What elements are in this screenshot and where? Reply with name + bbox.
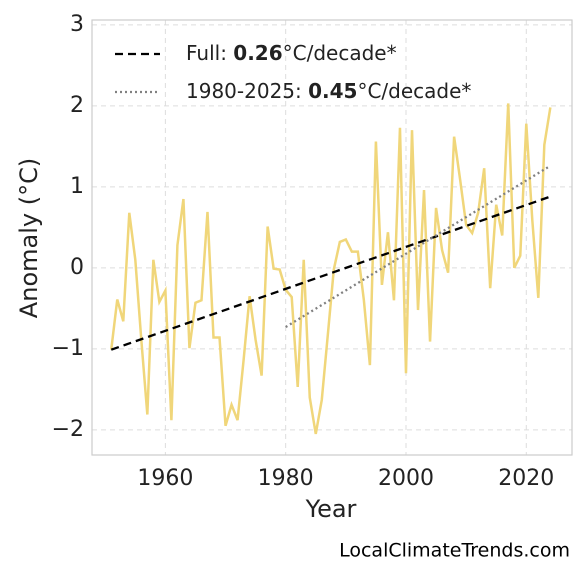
legend-text: 0.45 (308, 79, 357, 103)
y-tick-label: 1 (70, 174, 84, 199)
x-tick-label: 1960 (137, 466, 193, 491)
legend-text: °C/decade* (357, 79, 471, 103)
y-tick-label: 2 (70, 93, 84, 118)
legend-label: Full: 0.26°C/decade* (186, 41, 397, 65)
y-tick-label: 0 (70, 255, 84, 280)
data-line (110, 103, 552, 435)
y-tick-label: −2 (52, 417, 84, 442)
x-axis-label: Year (305, 495, 357, 523)
x-tick-label: 1980 (258, 466, 314, 491)
x-tick-label: 2000 (378, 466, 434, 491)
source-label: LocalClimateTrends.com (339, 540, 570, 562)
x-tick-label: 2020 (498, 466, 554, 491)
legend-text: 0.26 (233, 41, 282, 65)
y-tick-label: −1 (52, 336, 84, 361)
plot-frame (91, 19, 573, 456)
legend-text: 1980-2025: (186, 79, 308, 103)
trend-line (285, 164, 551, 328)
legend-label: 1980-2025: 0.45°C/decade* (186, 79, 471, 103)
legend-text: °C/decade* (283, 41, 397, 65)
y-axis-label: Anomaly (°C) (15, 158, 43, 318)
legend-text: Full: (186, 41, 233, 65)
y-tick-label: 3 (70, 12, 84, 37)
